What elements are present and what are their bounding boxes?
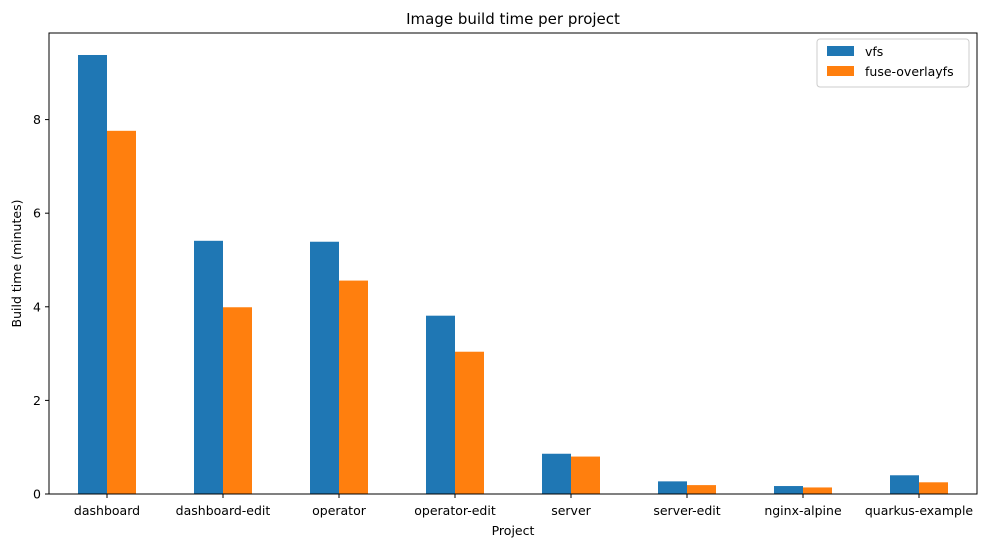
x-tick-label-dashboard-edit: dashboard-edit: [176, 503, 271, 518]
x-tick-label-server-edit: server-edit: [653, 503, 720, 518]
bar-fuse-overlayfs-operator: [339, 280, 368, 494]
bar-vfs-dashboard: [78, 54, 107, 495]
bar-vfs-dashboard-edit: [194, 240, 223, 494]
legend-box: [816, 38, 970, 88]
x-tick-label-operator-edit: operator-edit: [414, 503, 496, 518]
y-tick-label: 8: [33, 112, 41, 127]
y-tick-label: 4: [33, 299, 41, 314]
legend: vfs fuse-overlayfs: [816, 38, 970, 88]
x-tick-label-dashboard: dashboard: [74, 503, 140, 518]
bar-fuse-overlayfs-nginx-alpine: [803, 487, 832, 494]
bar-fuse-overlayfs-operator-edit: [455, 351, 484, 494]
bar-vfs-server: [542, 453, 571, 494]
bar-fuse-overlayfs-server: [571, 456, 600, 494]
legend-label-vfs: vfs: [865, 44, 883, 59]
x-tick-label-nginx-alpine: nginx-alpine: [764, 503, 842, 518]
bar-fuse-overlayfs-server-edit: [687, 485, 716, 494]
bar-vfs-quarkus-example: [890, 475, 919, 494]
legend-swatch-vfs: [827, 46, 854, 56]
legend-swatch-fuse-overlayfs: [827, 66, 854, 76]
y-tick-label: 6: [33, 206, 41, 221]
x-tick-label-quarkus-example: quarkus-example: [865, 503, 974, 518]
bar-vfs-operator: [310, 241, 339, 494]
y-axis-label: Build time (minutes): [9, 200, 24, 328]
legend-label-fuse-overlayfs: fuse-overlayfs: [865, 64, 954, 79]
bar-vfs-server-edit: [658, 481, 687, 494]
x-tick-label-operator: operator: [312, 503, 367, 518]
y-axis: 0 2 4 6 8: [33, 112, 49, 502]
y-tick-label: 2: [33, 393, 41, 408]
y-tick-label: 0: [33, 487, 41, 502]
plot-frame: [48, 32, 978, 495]
bar-vfs-operator-edit: [426, 315, 455, 494]
x-axis-label: Project: [492, 523, 535, 538]
chart-title: Image build time per project: [406, 10, 620, 28]
bars-group: [78, 54, 948, 495]
x-tick-label-server: server: [551, 503, 591, 518]
bar-vfs-nginx-alpine: [774, 486, 803, 494]
bar-fuse-overlayfs-dashboard: [107, 130, 136, 495]
x-axis: dashboard dashboard-edit operator operator-…: [74, 494, 974, 518]
bar-fuse-overlayfs-dashboard-edit: [223, 307, 252, 494]
bar-fuse-overlayfs-quarkus-example: [919, 482, 948, 494]
